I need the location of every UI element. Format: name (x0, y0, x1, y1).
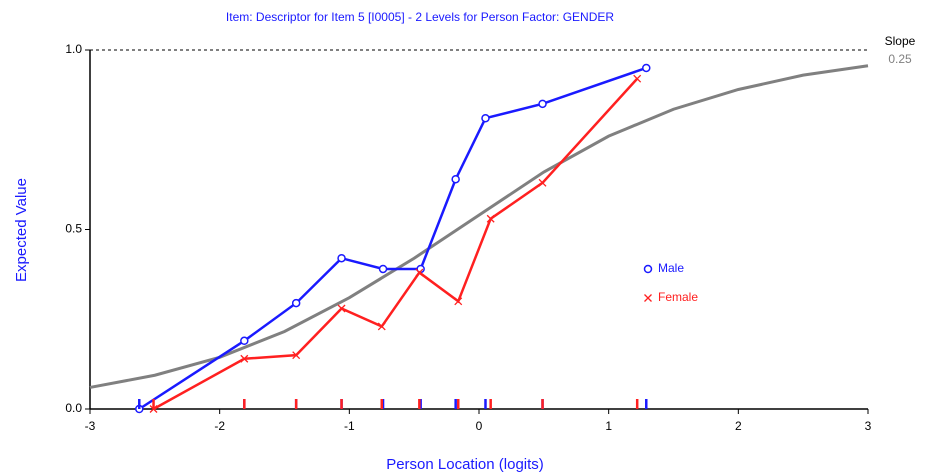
point (538, 99, 547, 109)
point (378, 264, 388, 274)
chart-title: Item: Descriptor for Item 5 [I0005] - 2 … (226, 10, 614, 24)
point (454, 297, 463, 306)
series-line (152, 77, 639, 411)
y-tick-label: 1.0 (65, 42, 82, 56)
point (240, 354, 249, 363)
point (292, 351, 301, 360)
x-tick-label: 2 (735, 419, 742, 433)
x-axis-label: Person Location (logits) (386, 456, 544, 473)
model-curve (89, 64, 869, 389)
x-tick-label: -2 (214, 419, 225, 433)
x-tick-label: -3 (85, 419, 96, 433)
x-tick-label: 3 (865, 419, 872, 433)
slope-value: 0.25 (888, 52, 912, 66)
slope-title: Slope (885, 34, 916, 48)
point (291, 298, 301, 308)
point (642, 63, 651, 73)
point (538, 178, 547, 187)
legend-marker (643, 264, 653, 274)
y-tick-label: 0.5 (65, 222, 82, 236)
point (240, 336, 249, 346)
point (377, 322, 386, 331)
x-tick-label: 1 (605, 419, 612, 433)
series-line (138, 66, 647, 411)
point (337, 304, 346, 313)
point (481, 113, 490, 123)
point (337, 253, 346, 263)
point (451, 174, 460, 184)
legend-label: Female (658, 290, 698, 304)
point (633, 74, 642, 83)
y-tick-label: 0.0 (65, 401, 82, 415)
point (486, 214, 495, 223)
x-tick-label: 0 (476, 419, 483, 433)
x-tick-label: -1 (344, 419, 355, 433)
legend-label: Male (658, 261, 684, 275)
point (415, 268, 424, 277)
y-axis-label: Expected Value (13, 178, 30, 282)
legend-marker (644, 294, 652, 302)
